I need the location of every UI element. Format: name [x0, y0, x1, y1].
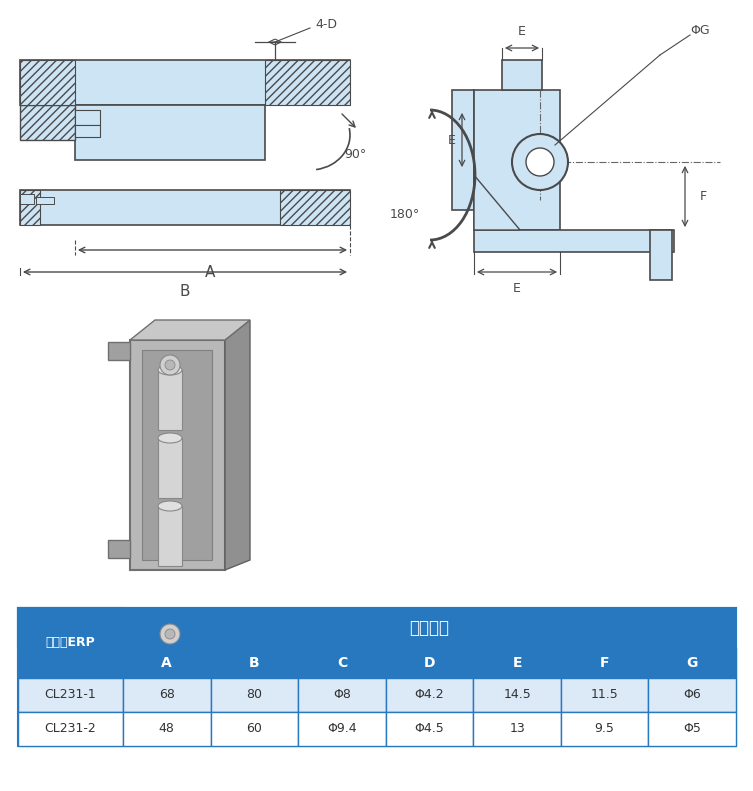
Bar	[20, 190, 40, 225]
Bar	[123, 648, 211, 678]
Bar	[75, 125, 100, 137]
Ellipse shape	[158, 501, 182, 511]
Text: A: A	[161, 656, 172, 670]
Circle shape	[512, 134, 568, 190]
Text: D: D	[424, 656, 435, 670]
Bar	[123, 678, 211, 712]
Bar	[298, 648, 386, 678]
Text: 90°: 90°	[344, 149, 366, 161]
Bar	[20, 190, 350, 225]
Text: 80: 80	[246, 688, 262, 702]
Text: 物料号ERP: 物料号ERP	[46, 637, 96, 649]
Text: 4-D: 4-D	[315, 18, 337, 32]
Text: 48: 48	[159, 722, 175, 736]
Circle shape	[160, 355, 180, 375]
Bar	[18, 608, 123, 678]
Bar	[474, 648, 561, 678]
Bar	[142, 350, 212, 560]
Bar	[211, 712, 298, 746]
Text: CL231-2: CL231-2	[44, 722, 96, 736]
Bar	[108, 342, 130, 360]
Bar	[75, 110, 100, 125]
Bar	[561, 712, 648, 746]
Bar	[386, 712, 474, 746]
Bar	[158, 438, 182, 498]
Text: 电话号码:15026487609: 电话号码:15026487609	[320, 407, 480, 422]
Text: 9.5: 9.5	[595, 722, 614, 736]
Bar	[20, 60, 75, 105]
Bar	[130, 340, 225, 570]
Text: 花盛家具五金商店 正品: 花盛家具五金商店 正品	[338, 376, 462, 395]
Bar	[298, 678, 386, 712]
Bar	[211, 678, 298, 712]
Text: 13: 13	[509, 722, 525, 736]
Ellipse shape	[158, 365, 182, 375]
Text: Φ5: Φ5	[683, 722, 701, 736]
Text: Φ4.5: Φ4.5	[415, 722, 444, 736]
Text: B: B	[249, 656, 260, 670]
Polygon shape	[130, 320, 250, 340]
Bar	[20, 60, 350, 105]
Bar	[648, 712, 736, 746]
Text: G: G	[687, 656, 698, 670]
Bar	[648, 678, 736, 712]
Bar	[561, 678, 648, 712]
Circle shape	[165, 360, 175, 370]
Bar	[108, 540, 130, 558]
Circle shape	[160, 624, 180, 644]
Bar	[18, 712, 123, 746]
Text: Φ4.2: Φ4.2	[415, 688, 444, 702]
Bar	[18, 608, 736, 648]
Text: F: F	[600, 656, 609, 670]
Bar	[36, 197, 54, 204]
Bar	[474, 678, 561, 712]
Text: Φ6: Φ6	[683, 688, 701, 702]
Circle shape	[165, 629, 175, 639]
Text: 180°: 180°	[390, 209, 420, 221]
Text: 11.5: 11.5	[591, 688, 618, 702]
Bar	[20, 105, 75, 140]
Bar	[474, 230, 674, 252]
Text: C: C	[337, 656, 347, 670]
Text: B: B	[180, 284, 191, 299]
Bar	[18, 608, 736, 746]
Bar	[452, 90, 474, 210]
Text: F: F	[700, 190, 707, 202]
Text: 60: 60	[246, 722, 262, 736]
Bar	[158, 370, 182, 430]
Bar	[123, 712, 211, 746]
Text: A: A	[205, 265, 215, 280]
Text: 特征描述: 特征描述	[410, 619, 450, 637]
Text: 68: 68	[159, 688, 175, 702]
Bar	[280, 190, 350, 225]
Circle shape	[526, 148, 554, 176]
Bar	[561, 648, 648, 678]
Bar	[18, 678, 123, 712]
Text: Φ8: Φ8	[333, 688, 351, 702]
Bar	[386, 648, 474, 678]
Bar	[298, 712, 386, 746]
Text: CL231-1: CL231-1	[44, 688, 96, 702]
Bar	[650, 230, 672, 280]
Text: E: E	[513, 282, 521, 295]
Bar	[265, 60, 350, 105]
Bar	[474, 712, 561, 746]
Polygon shape	[225, 320, 250, 570]
Bar	[648, 648, 736, 678]
Polygon shape	[474, 90, 560, 230]
Bar	[386, 678, 474, 712]
Text: E: E	[448, 134, 456, 146]
Bar	[75, 105, 265, 160]
Text: E: E	[512, 656, 522, 670]
Text: E: E	[518, 25, 526, 38]
Polygon shape	[474, 175, 520, 230]
Text: Φ9.4: Φ9.4	[327, 722, 357, 736]
Bar	[211, 648, 298, 678]
Bar	[20, 194, 34, 204]
Text: 14.5: 14.5	[503, 688, 531, 702]
Bar	[502, 60, 542, 90]
Bar	[158, 506, 182, 566]
Text: ΦG: ΦG	[690, 24, 709, 36]
Ellipse shape	[158, 433, 182, 443]
